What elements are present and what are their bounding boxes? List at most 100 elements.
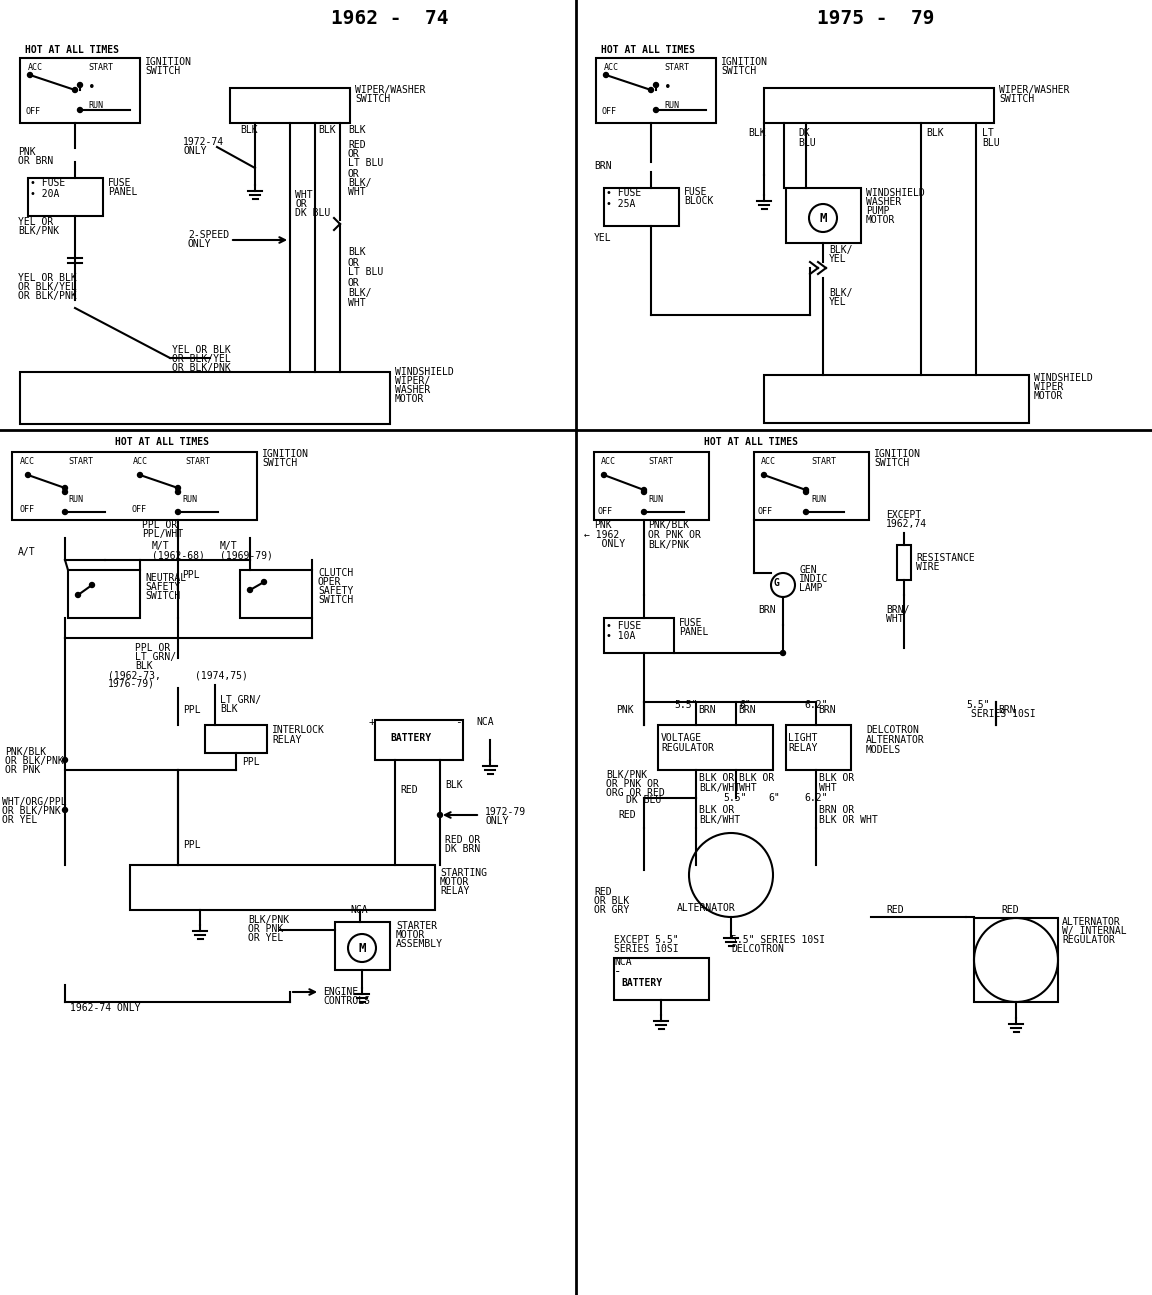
Bar <box>376 720 463 760</box>
Circle shape <box>175 486 181 491</box>
Text: LT GRN/: LT GRN/ <box>220 695 262 704</box>
Text: 1972-74: 1972-74 <box>183 137 225 148</box>
Text: BLK/: BLK/ <box>829 245 852 255</box>
Bar <box>755 452 869 521</box>
Text: OR BLK/YEL: OR BLK/YEL <box>172 354 230 364</box>
Text: WHT: WHT <box>295 190 312 199</box>
Circle shape <box>90 583 94 588</box>
Text: START: START <box>68 457 93 466</box>
Text: 5.5" SERIES 10SI: 5.5" SERIES 10SI <box>732 935 825 945</box>
Text: BLK/PNK: BLK/PNK <box>18 227 59 236</box>
Text: 6.2": 6.2" <box>804 701 827 710</box>
Text: BLK: BLK <box>348 247 365 256</box>
Circle shape <box>604 73 608 78</box>
Text: BLK OR WHT: BLK OR WHT <box>819 815 878 825</box>
Text: BRN: BRN <box>698 704 715 715</box>
Text: RESISTANCE: RESISTANCE <box>916 553 975 563</box>
Text: PPL: PPL <box>183 840 200 850</box>
Text: OR YEL: OR YEL <box>248 932 283 943</box>
Text: 1962-74 ONLY: 1962-74 ONLY <box>70 1004 141 1013</box>
Text: PPL: PPL <box>182 570 199 580</box>
Circle shape <box>248 588 252 593</box>
Text: • FUSE: • FUSE <box>30 177 66 188</box>
Text: PANEL: PANEL <box>108 186 137 197</box>
Text: RELAY: RELAY <box>440 886 469 896</box>
Circle shape <box>137 473 143 478</box>
Text: A/T: A/T <box>18 546 36 557</box>
Circle shape <box>76 593 81 597</box>
Text: BRN: BRN <box>818 704 835 715</box>
Text: BLK: BLK <box>220 704 237 714</box>
Text: ACC: ACC <box>761 457 776 466</box>
Text: ONLY: ONLY <box>584 539 626 549</box>
Text: OR: OR <box>348 278 359 287</box>
Text: BLK: BLK <box>926 128 943 139</box>
Text: PNK: PNK <box>594 521 612 530</box>
Text: -: - <box>614 966 621 979</box>
Text: OR BLK/PNK: OR BLK/PNK <box>5 756 63 767</box>
Bar <box>764 376 1029 423</box>
Text: BLU: BLU <box>982 139 1000 148</box>
Text: BLK/PNK: BLK/PNK <box>606 771 647 780</box>
Text: ONLY: ONLY <box>485 816 508 826</box>
Text: OR BRN: OR BRN <box>18 155 53 166</box>
Text: BRN OR: BRN OR <box>819 805 855 815</box>
Bar <box>130 865 435 910</box>
Circle shape <box>653 83 659 88</box>
Circle shape <box>77 83 83 88</box>
Text: 1976-79): 1976-79) <box>108 679 156 689</box>
Text: SAFETY: SAFETY <box>145 581 180 592</box>
Text: RED: RED <box>348 140 365 150</box>
Bar <box>604 618 674 653</box>
Text: ONLY: ONLY <box>188 240 212 249</box>
Text: YEL: YEL <box>594 233 612 243</box>
Text: HOT AT ALL TIMES: HOT AT ALL TIMES <box>601 45 695 54</box>
Text: BRN/: BRN/ <box>886 605 909 615</box>
Text: OR PNK OR: OR PNK OR <box>606 780 659 789</box>
Bar <box>12 452 257 521</box>
Circle shape <box>62 490 68 495</box>
Text: 2-SPEED: 2-SPEED <box>188 231 229 240</box>
Text: LT BLU: LT BLU <box>348 267 384 277</box>
Text: OR: OR <box>295 199 306 208</box>
Bar <box>20 58 141 123</box>
Text: • FUSE: • FUSE <box>606 622 642 631</box>
Text: SWITCH: SWITCH <box>721 66 756 76</box>
Text: BLK OR: BLK OR <box>738 773 774 783</box>
Text: FUSE: FUSE <box>108 177 131 188</box>
Text: 6": 6" <box>768 793 780 803</box>
Text: PNK: PNK <box>18 148 36 157</box>
Text: BATTERY: BATTERY <box>621 978 662 988</box>
Text: RUN: RUN <box>88 101 103 110</box>
Text: YEL OR BLK: YEL OR BLK <box>172 344 230 355</box>
Text: •: • <box>88 82 96 95</box>
Circle shape <box>803 490 809 495</box>
Circle shape <box>781 650 786 655</box>
Bar <box>28 177 103 216</box>
Text: OR PNK OR: OR PNK OR <box>647 530 700 540</box>
Text: STARTER: STARTER <box>396 921 437 931</box>
Text: NCA: NCA <box>476 717 493 726</box>
Text: M: M <box>819 211 827 224</box>
Text: IGNITION: IGNITION <box>721 57 768 67</box>
Circle shape <box>803 487 809 492</box>
Text: STARTING: STARTING <box>440 868 487 878</box>
Text: 1972-79: 1972-79 <box>485 807 526 817</box>
Text: WIPER/: WIPER/ <box>395 376 430 386</box>
Text: WIPER/WASHER: WIPER/WASHER <box>999 85 1069 95</box>
Text: RUN: RUN <box>68 496 83 505</box>
Text: BLK: BLK <box>748 128 766 139</box>
Text: START: START <box>664 63 689 73</box>
Text: PNK/BLK: PNK/BLK <box>5 747 46 758</box>
Text: IGNITION: IGNITION <box>874 449 920 458</box>
Text: HOT AT ALL TIMES: HOT AT ALL TIMES <box>115 436 209 447</box>
Text: RED: RED <box>400 785 418 795</box>
Text: 5.5": 5.5" <box>723 793 746 803</box>
Bar <box>596 58 717 123</box>
Text: VOLTAGE: VOLTAGE <box>661 733 702 743</box>
Text: M/T: M/T <box>220 541 237 550</box>
Text: BLK/WHT: BLK/WHT <box>699 783 740 793</box>
Text: OR: OR <box>348 170 359 179</box>
Text: (1962-73,: (1962-73, <box>108 670 161 680</box>
Circle shape <box>642 487 646 492</box>
